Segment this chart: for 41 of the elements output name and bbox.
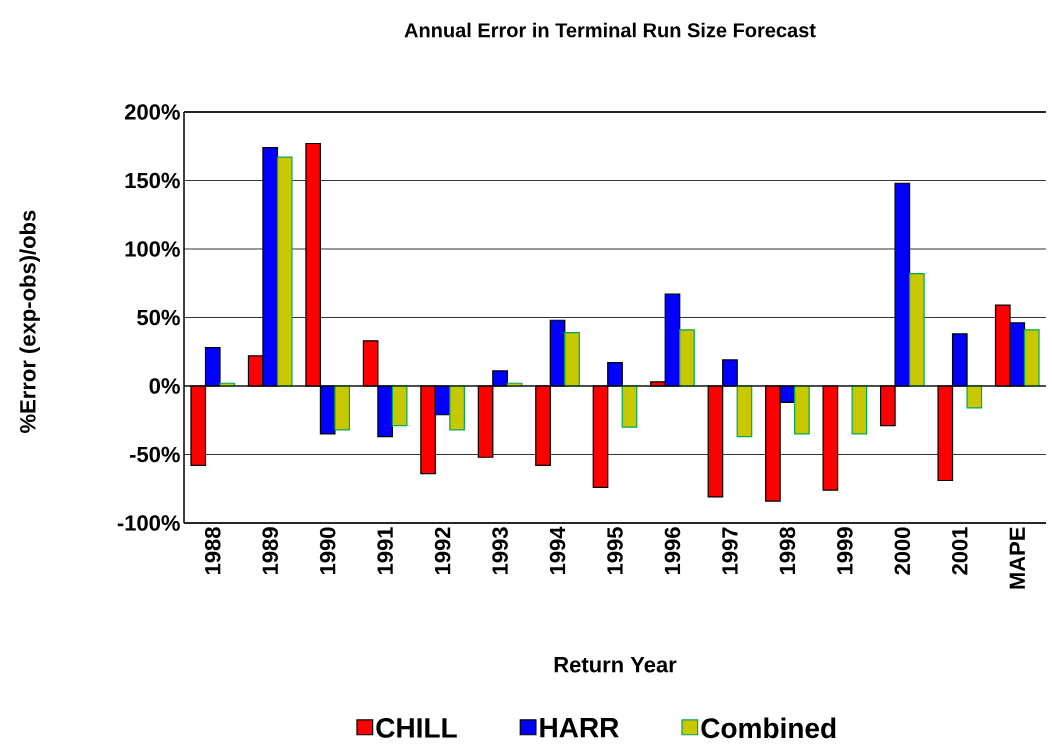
bar	[621, 385, 638, 428]
x-tick-label: MAPE	[1009, 527, 1025, 589]
legend-label: CHILL	[376, 717, 457, 738]
bar	[391, 385, 408, 427]
x-tick-label: 1992	[434, 527, 451, 575]
x-tick-label: 1991	[377, 527, 393, 575]
bar	[276, 156, 293, 387]
y-tick-label: 100%	[125, 241, 180, 257]
bar	[334, 385, 351, 431]
bar	[794, 385, 810, 435]
y-tick-label: 50%	[137, 309, 180, 326]
y-tick-label: 0%	[149, 378, 180, 394]
x-tick-label: 2001	[952, 527, 968, 575]
bar	[736, 385, 753, 438]
legend-label: HARR	[540, 718, 619, 738]
x-tick-label: 1988	[204, 527, 221, 575]
bar	[966, 385, 983, 409]
bar	[679, 329, 695, 387]
y-tick-label: 150%	[125, 172, 180, 189]
x-tick-label: 1999	[837, 527, 853, 575]
bar	[1023, 329, 1040, 387]
x-tick-label: 1993	[492, 527, 508, 575]
y-tick-label: 200%	[124, 104, 180, 120]
x-axis-title: Return Year	[554, 657, 677, 673]
bar	[851, 385, 868, 435]
x-tick-label: 1998	[779, 527, 796, 575]
x-tick-label: 1994	[549, 526, 566, 575]
bar	[449, 385, 465, 431]
legend-label: Combined	[701, 717, 836, 739]
y-tick-label: -50%	[129, 446, 180, 463]
x-tick-label: 1997	[722, 527, 738, 575]
x-tick-label: 1996	[664, 527, 681, 575]
x-tick-label: 2000	[894, 527, 911, 575]
bar	[564, 331, 580, 387]
chart-title: Annual Error in Terminal Run Size Forecast	[404, 22, 816, 38]
x-tick-label: 1990	[319, 527, 336, 575]
x-tick-label: 1995	[607, 527, 623, 575]
bar	[908, 273, 925, 387]
y-tick-label: -100%	[117, 515, 180, 531]
y-axis-title: %Error (exp-obs)/obs	[19, 210, 40, 433]
x-tick-label: 1989	[262, 527, 278, 575]
